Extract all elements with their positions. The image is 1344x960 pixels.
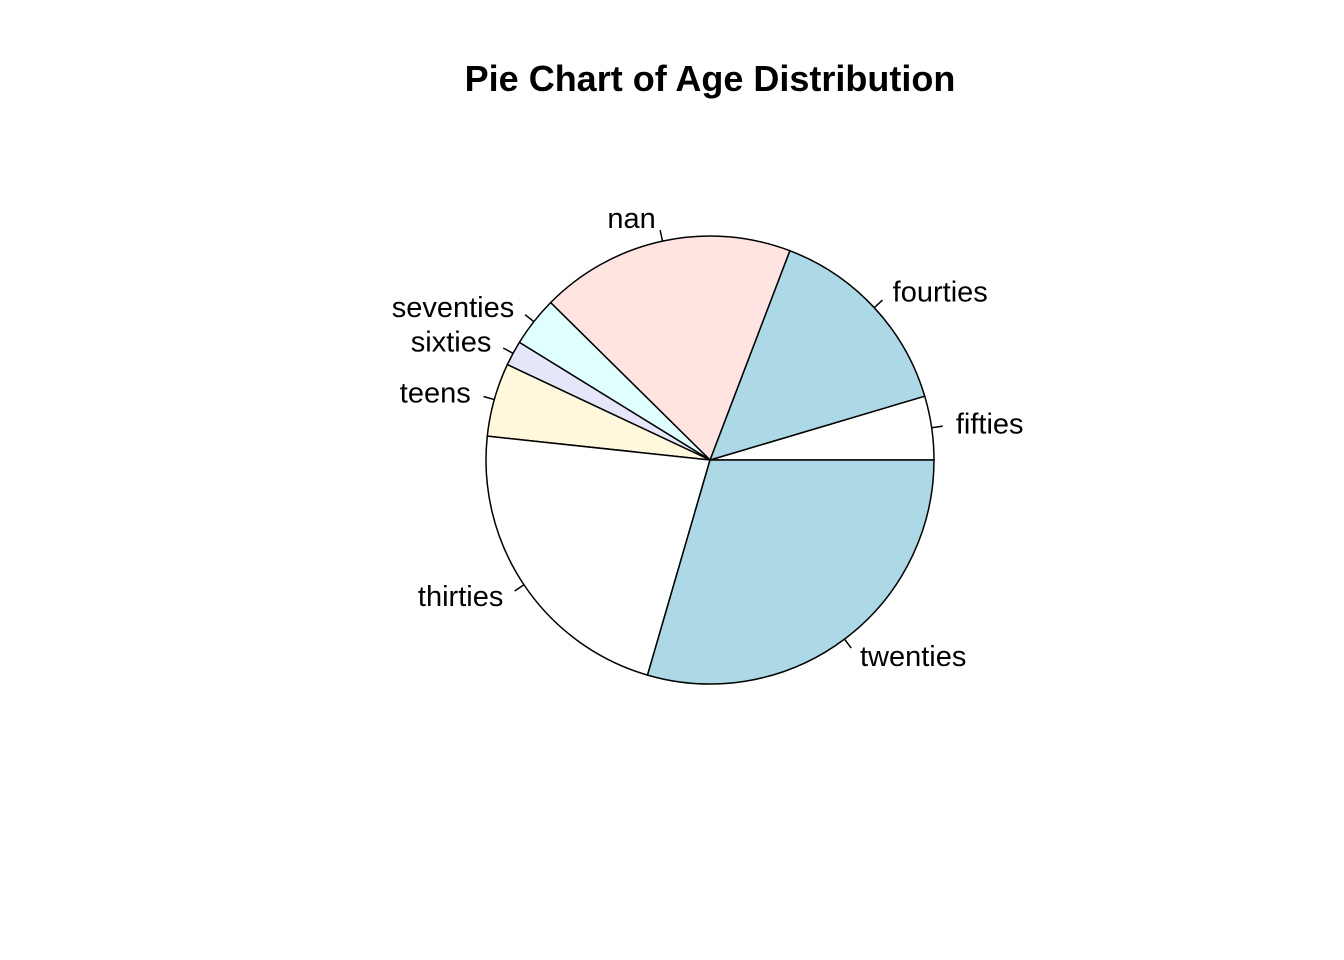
slice-label-sixties: sixties — [411, 327, 492, 359]
chart-title: Pie Chart of Age Distribution — [464, 58, 956, 99]
slice-label-fifties: fifties — [956, 409, 1024, 441]
slice-label-seventies: seventies — [392, 292, 515, 324]
pie-slice-fourties — [708, 249, 926, 462]
label-tick-fifties — [931, 425, 943, 429]
pie-slice-nan — [549, 235, 791, 462]
label-tick-thirties — [514, 584, 525, 592]
slice-label-twenties: twenties — [860, 641, 966, 673]
pie-slices — [485, 235, 935, 685]
label-tick-fourties — [873, 299, 883, 309]
label-tick-sixties — [502, 347, 514, 354]
slice-label-nan: nan — [607, 203, 655, 235]
label-tick-teens — [483, 395, 495, 401]
label-tick-nan — [659, 229, 664, 242]
pie-slice-thirties — [485, 435, 711, 677]
label-tick-twenties — [843, 638, 852, 649]
slice-label-thirties: thirties — [418, 581, 503, 613]
slice-label-teens: teens — [400, 377, 471, 409]
label-tick-seventies — [524, 314, 535, 323]
slice-label-fourties: fourties — [893, 276, 988, 308]
